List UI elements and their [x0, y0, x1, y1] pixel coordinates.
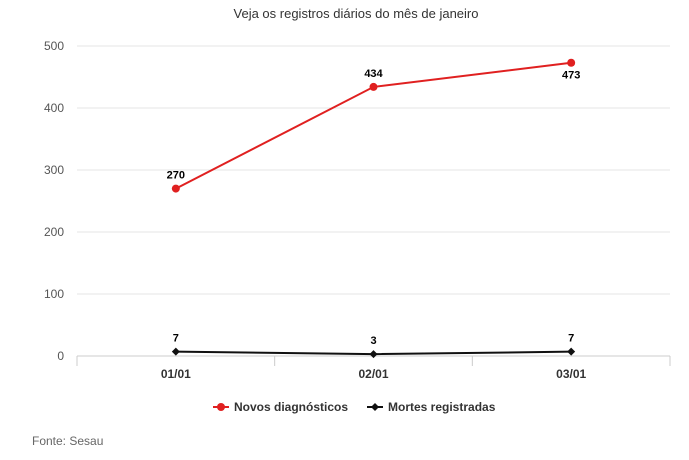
data-label: 473: [562, 70, 580, 82]
x-tick-label: 01/01: [161, 367, 191, 381]
data-point: [171, 184, 180, 193]
y-tick-label: 300: [44, 163, 64, 177]
y-axis: 0 100 200 300 400 500: [44, 39, 64, 363]
y-tick-label: 0: [57, 349, 64, 363]
data-label: 270: [167, 170, 185, 182]
legend-marker: [217, 403, 225, 411]
data-label: 7: [568, 333, 574, 345]
legend-marker: [371, 403, 379, 411]
x-tick-label: 02/01: [358, 367, 388, 381]
chart-grid: [77, 45, 670, 357]
legend: Novos diagnósticos Mortes registradas: [213, 400, 496, 414]
series-group: 270 434 473 7 3 7: [167, 58, 580, 359]
y-tick-label: 500: [44, 39, 64, 53]
data-point: [369, 82, 378, 91]
data-point: [171, 347, 180, 356]
chart-title: Veja os registros diários do mês de jane…: [234, 6, 479, 21]
source-note: Fonte: Sesau: [32, 434, 104, 448]
x-axis: 01/01 02/01 03/01: [76, 355, 671, 381]
legend-label: Novos diagnósticos: [234, 400, 348, 414]
data-point: [567, 58, 576, 67]
legend-label: Mortes registradas: [388, 400, 496, 414]
data-label: 434: [364, 68, 383, 80]
data-label: 3: [370, 335, 376, 347]
y-tick-label: 200: [44, 225, 64, 239]
y-tick-label: 400: [44, 101, 64, 115]
data-point: [369, 350, 378, 359]
data-point: [567, 347, 576, 356]
x-tick-label: 03/01: [556, 367, 586, 381]
y-tick-label: 100: [44, 287, 64, 301]
data-label: 7: [173, 333, 179, 345]
